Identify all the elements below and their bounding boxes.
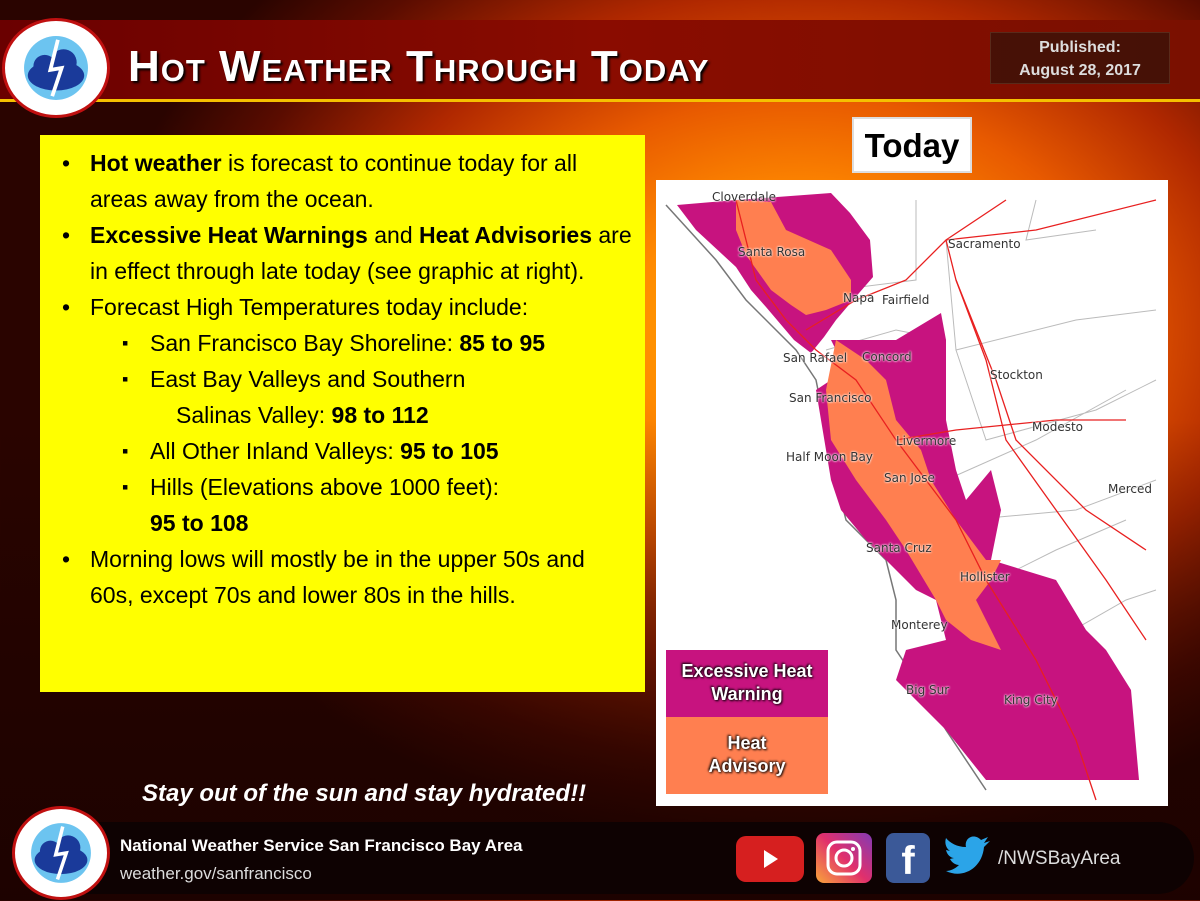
city-label: Modesto — [1032, 420, 1083, 434]
city-label: Hollister — [960, 570, 1010, 584]
published-label: Published: — [1039, 39, 1121, 56]
footer-org-name: National Weather Service San Francisco B… — [120, 836, 523, 855]
social-handle[interactable]: /NWSBayArea — [998, 848, 1121, 869]
bullet-hot-weather: Hot weather is forecast to continue toda… — [52, 145, 633, 217]
advisory-area-north — [736, 200, 851, 315]
city-label: Concord — [862, 350, 912, 364]
published-date: August 28, 2017 — [1019, 62, 1141, 79]
nws-logo-footer — [12, 806, 110, 900]
instagram-icon[interactable] — [816, 833, 872, 883]
city-label: Santa Rosa — [738, 245, 806, 259]
map-graphic — [665, 193, 1157, 801]
city-label: Santa Cruz — [866, 541, 932, 555]
slogan: Stay out of the sun and stay hydrated!! — [142, 780, 587, 807]
advisory-area-south — [826, 340, 1001, 650]
footer-bar — [14, 822, 1194, 894]
legend-advisory: Heat Advisory — [666, 717, 828, 794]
twitter-icon[interactable] — [942, 833, 992, 883]
highway-lines — [735, 199, 1157, 801]
bullet-high-temps: Forecast High Temperatures today include… — [52, 289, 633, 325]
city-label: San Francisco — [789, 391, 872, 405]
bullet-warnings: Excessive Heat Warnings and Heat Advisor… — [52, 217, 633, 289]
city-label: King City — [1004, 693, 1058, 707]
today-label: Today — [852, 117, 972, 173]
city-label: San Rafael — [783, 351, 848, 365]
city-label: Sacramento — [948, 237, 1021, 251]
page-title: Hot Weather Through Today — [128, 42, 710, 91]
city-label: Monterey — [891, 618, 948, 632]
sub-bullet-inland: All Other Inland Valleys: 95 to 105 — [52, 433, 633, 469]
city-label: Stockton — [990, 368, 1043, 382]
county-lines — [825, 199, 1157, 641]
sub-bullet-hills: Hills (Elevations above 1000 feet):95 to… — [52, 469, 633, 541]
city-label: Cloverdale — [712, 190, 776, 204]
footer-url[interactable]: weather.gov/sanfrancisco — [120, 864, 312, 883]
city-label: Napa — [843, 291, 875, 305]
published-box: Published: August 28, 2017 — [990, 32, 1170, 84]
city-label: Fairfield — [882, 293, 930, 307]
city-label: Merced — [1108, 482, 1153, 496]
city-label: Half Moon Bay — [786, 450, 873, 464]
facebook-icon[interactable]: f — [886, 833, 930, 883]
nws-logo — [2, 18, 110, 118]
city-label: Livermore — [896, 434, 957, 448]
forecast-text-box: Hot weather is forecast to continue toda… — [40, 135, 645, 692]
heat-map: Cloverdale Santa Rosa Napa Fairfield Sac… — [656, 180, 1168, 806]
city-label: San Jose — [884, 471, 935, 485]
legend-warning: Excessive Heat Warning — [666, 650, 828, 717]
sub-bullet-shoreline: San Francisco Bay Shoreline: 85 to 95 — [52, 325, 633, 361]
youtube-icon[interactable] — [736, 836, 804, 882]
bullet-morning-lows: Morning lows will mostly be in the upper… — [52, 541, 633, 613]
city-label: Big Sur — [906, 683, 950, 697]
